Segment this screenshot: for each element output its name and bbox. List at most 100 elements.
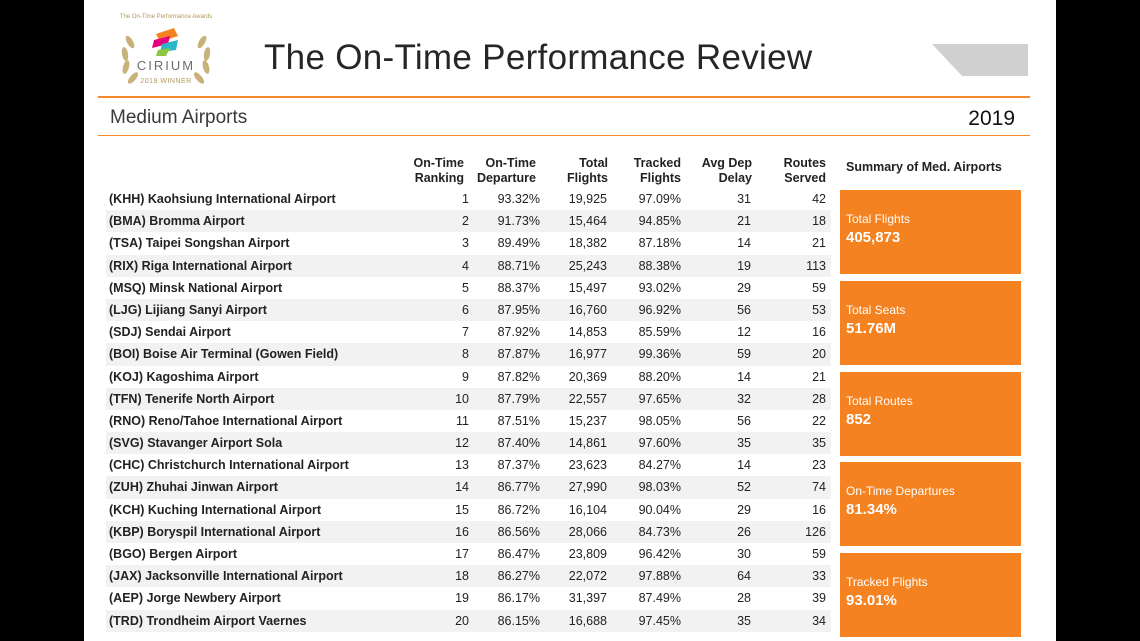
ranking-cell: 17 <box>455 547 469 561</box>
ontime-cell: 86.17% <box>497 591 540 606</box>
airport-name: (TSA) Taipei Songshan Airport <box>109 236 290 251</box>
summary-title: Summary of Med. Airports <box>846 160 1002 174</box>
total-flights-cell: 15,237 <box>568 413 607 428</box>
routes-cell: 16 <box>812 502 826 517</box>
tracked-flights-cell: 97.60% <box>638 436 681 451</box>
airport-name: (SVG) Stavanger Airport Sola <box>109 436 283 451</box>
routes-cell: 35 <box>812 436 826 451</box>
total-flights-cell: 25,243 <box>568 258 607 273</box>
column-header-ranking: On-Time Ranking <box>413 156 464 185</box>
header-divider <box>98 96 1030 98</box>
avg-delay-cell: 14 <box>737 236 751 251</box>
summary-label: Total Seats <box>846 303 906 317</box>
avg-delay-cell: 14 <box>737 458 751 473</box>
table-row: (SVG) Stavanger Airport Sola 12 87.40% 14,8… <box>106 432 831 455</box>
routes-cell: 113 <box>806 258 826 273</box>
routes-cell: 20 <box>812 347 826 362</box>
tracked-flights-cell: 84.27% <box>638 458 681 473</box>
ranking-cell: 15 <box>455 502 469 517</box>
airport-name: (TRD) Trondheim Airport Vaernes <box>109 613 307 628</box>
airport-name: (ZUH) Zhuhai Jinwan Airport <box>109 480 278 495</box>
tracked-flights-cell: 97.88% <box>638 569 681 584</box>
routes-cell: 53 <box>812 302 826 317</box>
table-row: (TRD) Trondheim Airport Vaernes 20 86.15% 1… <box>106 609 831 632</box>
avg-delay-cell: 29 <box>737 502 751 517</box>
summary-value: 852 <box>846 411 872 428</box>
airport-table: (KHH) Kaohsiung International Airport 1 93… <box>106 188 831 632</box>
column-header-avg-delay: Avg Dep Delay <box>701 156 752 185</box>
airport-name: (BOI) Boise Air Terminal (Gowen Field) <box>109 347 339 362</box>
routes-cell: 18 <box>812 214 826 229</box>
total-flights-cell: 22,072 <box>568 569 607 584</box>
ranking-cell: 10 <box>455 391 469 406</box>
tracked-flights-cell: 84.73% <box>638 524 681 539</box>
table-row: (BOI) Boise Air Terminal (Gowen Field) 8 8… <box>106 343 831 366</box>
avg-delay-cell: 56 <box>737 302 751 317</box>
ranking-cell: 14 <box>455 480 469 495</box>
tracked-flights-cell: 99.36% <box>638 347 681 362</box>
routes-cell: 33 <box>812 569 826 584</box>
airport-name: (JAX) Jacksonville International Airport <box>109 569 343 584</box>
table-row: (KHH) Kaohsiung International Airport 1 93… <box>106 188 831 210</box>
laurel-wreath-icon <box>121 28 211 84</box>
airport-name: (KCH) Kuching International Airport <box>109 502 322 517</box>
ranking-cell: 2 <box>462 214 469 229</box>
summary-value: 93.01% <box>846 592 897 609</box>
airport-name: (KBP) Boryspil International Airport <box>109 524 321 539</box>
routes-cell: 74 <box>812 480 826 495</box>
total-flights-cell: 16,977 <box>568 347 607 362</box>
total-flights-cell: 28,066 <box>568 524 607 539</box>
routes-cell: 16 <box>812 325 826 340</box>
ranking-cell: 4 <box>462 258 469 273</box>
tracked-flights-cell: 98.05% <box>638 413 681 428</box>
column-header-total-flights: Total Flights <box>567 156 608 185</box>
section-subtitle: Medium Airports <box>110 107 248 128</box>
total-flights-cell: 31,397 <box>568 591 607 606</box>
avg-delay-cell: 52 <box>737 480 751 495</box>
total-flights-cell: 15,497 <box>568 280 607 295</box>
column-header-ontime: On-Time Departure <box>476 156 536 185</box>
routes-cell: 126 <box>805 524 826 539</box>
total-flights-cell: 16,104 <box>568 502 607 517</box>
avg-delay-cell: 35 <box>737 436 751 451</box>
airport-name: (MSQ) Minsk National Airport <box>109 280 283 295</box>
avg-delay-cell: 56 <box>737 413 751 428</box>
table-row: (ZUH) Zhuhai Jinwan Airport 14 86.77% 27,99… <box>106 476 831 499</box>
summary-box: On-Time Departures 81.34% <box>840 462 1021 546</box>
ranking-cell: 1 <box>462 192 469 206</box>
table-row: (BGO) Bergen Airport 17 86.47% 23,809 96.42%… <box>106 543 831 565</box>
table-row: (KCH) Kuching International Airport 15 86.… <box>106 499 831 521</box>
avg-delay-cell: 29 <box>737 280 751 295</box>
airport-name: (BGO) Bergen Airport <box>109 547 238 561</box>
ranking-cell: 19 <box>455 591 469 606</box>
summary-value: 81.34% <box>846 501 897 518</box>
tracked-flights-cell: 94.85% <box>638 214 681 229</box>
summary-label: Total Flights <box>846 212 911 226</box>
avg-delay-cell: 64 <box>737 569 751 584</box>
ontime-cell: 88.71% <box>497 258 540 273</box>
avg-delay-cell: 31 <box>737 192 751 206</box>
logo-wordmark: CIRIUM <box>136 58 196 73</box>
routes-cell: 59 <box>812 547 826 561</box>
ranking-cell: 12 <box>455 436 469 451</box>
column-header-routes: Routes Served <box>783 156 826 185</box>
summary-label: On-Time Departures <box>846 484 955 498</box>
ontime-cell: 91.73% <box>497 214 540 229</box>
summary-label: Total Routes <box>846 394 913 408</box>
table-row: (CHC) Christchurch International Airport… <box>106 454 831 476</box>
ontime-cell: 86.77% <box>497 480 540 495</box>
routes-cell: 34 <box>812 613 826 628</box>
ranking-cell: 11 <box>456 413 469 428</box>
routes-cell: 39 <box>812 591 826 606</box>
year-label: 2019 <box>968 107 1015 130</box>
ranking-cell: 5 <box>462 280 469 295</box>
logo-winner-text: 2019 WINNER <box>140 78 192 85</box>
ontime-cell: 86.72% <box>497 502 540 517</box>
logo-arc-text: The On-Time Performance Awards <box>119 14 213 20</box>
ontime-cell: 86.47% <box>497 547 540 561</box>
tracked-flights-cell: 90.04% <box>638 502 681 517</box>
airport-name: (LJG) Lijiang Sanyi Airport <box>109 302 267 317</box>
ontime-cell: 93.32% <box>497 192 540 206</box>
airport-name: (KOJ) Kagoshima Airport <box>109 369 259 384</box>
routes-cell: 59 <box>812 280 826 295</box>
